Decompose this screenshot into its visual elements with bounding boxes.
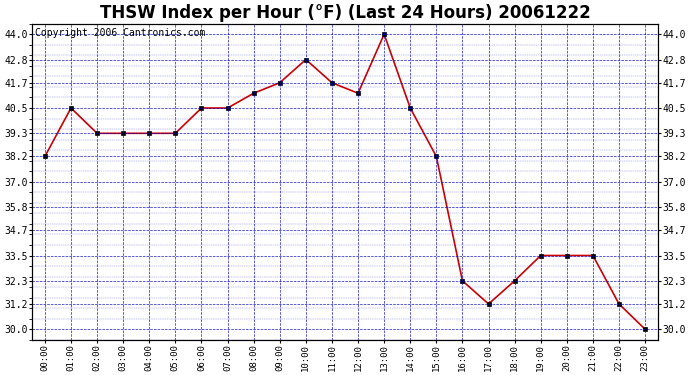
Text: Copyright 2006 Cantronics.com: Copyright 2006 Cantronics.com	[35, 28, 206, 39]
Title: THSW Index per Hour (°F) (Last 24 Hours) 20061222: THSW Index per Hour (°F) (Last 24 Hours)…	[99, 4, 591, 22]
